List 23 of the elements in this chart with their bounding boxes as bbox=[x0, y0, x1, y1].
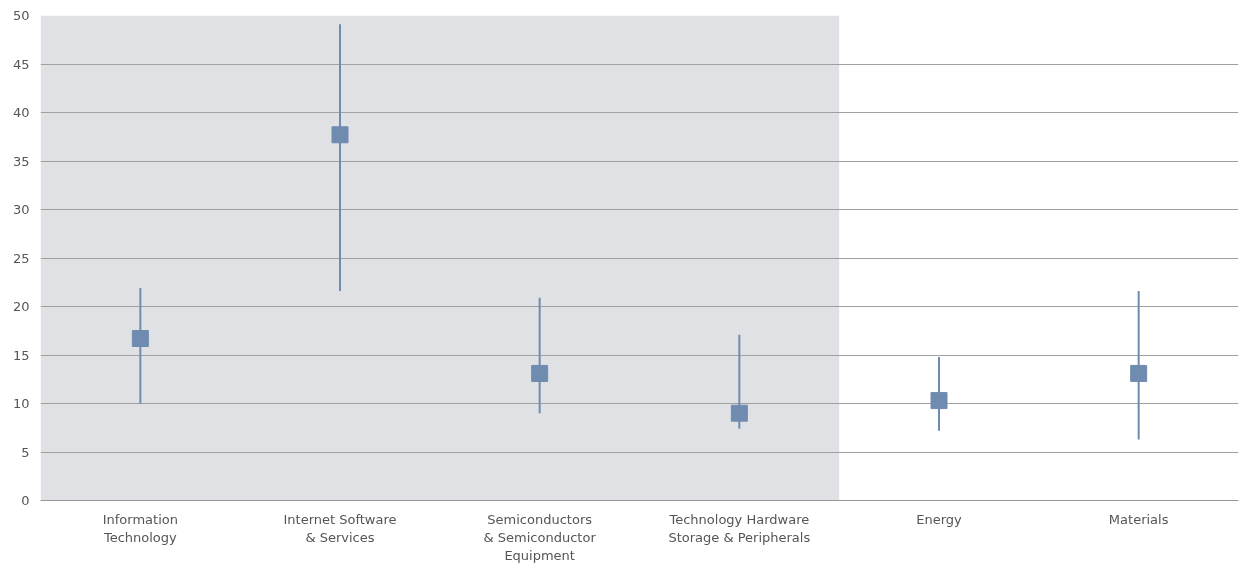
y-tick-label: 15 bbox=[12, 347, 30, 363]
y-tick-label: 40 bbox=[12, 105, 30, 120]
y-tick-label: 20 bbox=[12, 299, 30, 314]
x-tick-label: Technology Hardware Storage & Peripherals bbox=[668, 511, 811, 545]
x-tick-label: Energy bbox=[916, 511, 963, 527]
y-tick-label: 10 bbox=[12, 396, 30, 411]
point bbox=[131, 330, 149, 348]
y-tick-label: 0 bbox=[21, 493, 30, 508]
x-tick-label: Internet Software & Services bbox=[283, 511, 397, 545]
y-tick-label: 35 bbox=[12, 153, 30, 169]
x-tick-label: Materials bbox=[1108, 511, 1169, 527]
point bbox=[730, 404, 748, 422]
point bbox=[1130, 364, 1148, 382]
y-tick-label: 5 bbox=[21, 444, 30, 460]
y-tick-label: 25 bbox=[12, 250, 30, 266]
point bbox=[930, 392, 948, 410]
x-tick-label: Semiconductors & Semiconductor Equipment bbox=[483, 511, 597, 563]
y-tick-label: 45 bbox=[12, 56, 30, 72]
y-tick-label: 30 bbox=[12, 202, 30, 217]
y-tick-label: 50 bbox=[12, 8, 30, 23]
x-tick-label: Information Technology bbox=[102, 511, 178, 545]
point bbox=[331, 126, 349, 144]
point bbox=[531, 364, 549, 382]
